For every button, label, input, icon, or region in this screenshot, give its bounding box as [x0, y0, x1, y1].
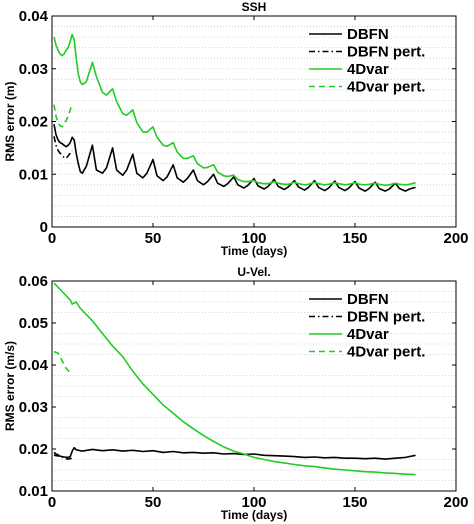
chart1-legend-label: 4Dvar pert.: [347, 344, 425, 361]
chart1-x-tick-label: 0: [48, 494, 56, 511]
chart0-y-tick-label: 0.04: [19, 8, 49, 25]
chart0-legend-label: DBFN: [347, 26, 389, 43]
chart1-legend-label: 4Dvar: [347, 326, 389, 343]
chart1-y-tick-label: 0.01: [19, 483, 48, 500]
chart1-y-tick-label: 0.05: [19, 315, 48, 332]
chart0-x-tick-label: 50: [145, 230, 162, 247]
chart1-title: U-Vel.: [237, 265, 270, 279]
chart1-legend-label: DBFN: [347, 291, 389, 308]
chart1-legend-label: DBFN pert.: [347, 309, 425, 326]
chart0-legend-label: 4Dvar: [347, 61, 389, 78]
chart0-x-tick-label: 0: [48, 230, 56, 247]
u-vel-panel: U-Vel. 0 50 100 150 200 0.01 0.02 0.03 0.04 0.05 0.…: [3, 265, 469, 522]
chart0-series-dbfn-pert: [53, 136, 73, 160]
ssh-panel: SSH 0 50 100 150 200 0 0.01 0.02 0.03 0.04 Time (da…: [3, 0, 469, 258]
chart1-x-tick-label: 50: [145, 494, 162, 511]
chart0-legend-label: DBFN pert.: [347, 44, 425, 61]
chart0-y-tick-label: 0.03: [19, 61, 48, 78]
chart0-y-tick-label: 0.02: [19, 114, 48, 131]
chart1-x-tick-label: 150: [342, 494, 367, 511]
chart1-x-axis-label: Time (days): [221, 508, 287, 522]
chart1-series-4dvar-pert: [53, 350, 73, 375]
chart1-y-tick-label: 0.04: [19, 357, 49, 374]
chart1-series-dbfn-pert: [53, 451, 73, 460]
chart1-x-tick-label: 100: [241, 494, 266, 511]
chart1-series-4dvar: [53, 282, 416, 476]
chart0-y-tick-label: 0.01: [19, 166, 48, 183]
chart0-y-tick-label: 0: [40, 219, 48, 236]
chart1-series-dbfn: [53, 446, 416, 460]
chart0-legend-label: 4Dvar pert.: [347, 79, 425, 96]
chart1-y-tick-label: 0.02: [19, 441, 48, 458]
chart0-series-4dvar-pert: [53, 104, 73, 128]
chart1-x-tick-label: 200: [443, 494, 468, 511]
chart0-y-axis-label: RMS error (m): [3, 81, 17, 161]
chart0-x-tick-label: 200: [443, 230, 468, 247]
chart0-series-4dvar: [53, 33, 416, 187]
chart1-y-axis-label: RMS error (m/s): [3, 341, 17, 431]
chart0-x-tick-label: 100: [241, 230, 266, 247]
chart0-title: SSH: [242, 0, 267, 14]
chart0-x-tick-label: 150: [342, 230, 367, 247]
chart1-y-tick-label: 0.06: [19, 273, 48, 290]
chart0-series-dbfn: [53, 123, 416, 192]
chart1-y-tick-label: 0.03: [19, 399, 48, 416]
chart0-x-axis-label: Time (days): [221, 244, 287, 258]
